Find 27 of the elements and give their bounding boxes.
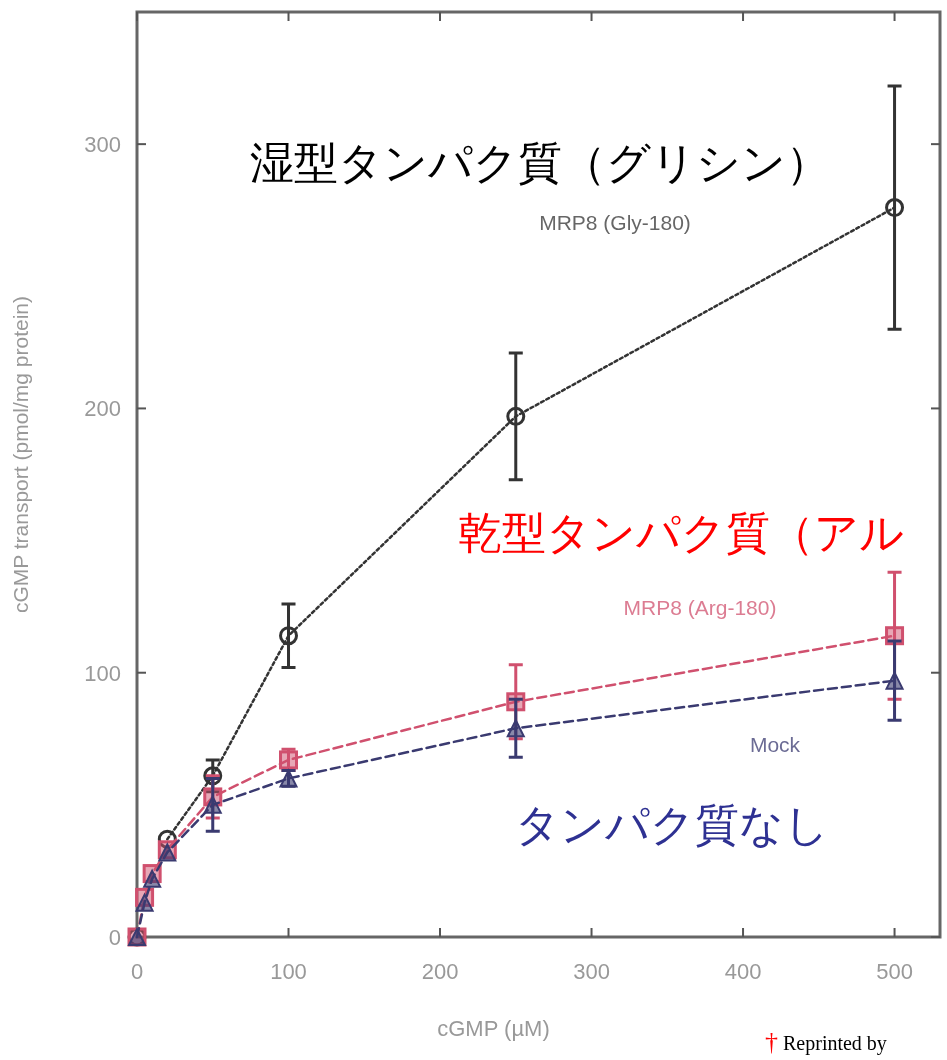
annotation: 湿型タンパク質（グリシン） xyxy=(250,138,830,187)
point xyxy=(279,626,299,646)
point xyxy=(506,406,526,426)
x-tick-label: 100 xyxy=(270,959,307,984)
point xyxy=(143,869,162,888)
point xyxy=(203,795,222,814)
y-tick-label: 300 xyxy=(84,132,121,158)
y-tick-label: 100 xyxy=(84,660,121,686)
y-tick-label: 200 xyxy=(84,396,121,422)
annotation: 乾型タンパク質（アル xyxy=(458,508,904,557)
point xyxy=(885,198,905,218)
x-axis-title: cGMP (µM) xyxy=(437,1016,550,1041)
x-tick-label: 300 xyxy=(573,959,610,984)
text: † Reprinted by xyxy=(765,1027,887,1056)
x-tick-label: 200 xyxy=(421,959,459,984)
text: MRP8 (Gly-180) xyxy=(539,211,691,234)
series-label: Mock xyxy=(749,733,801,756)
x-tick-label: 400 xyxy=(724,959,762,984)
annotation: タンパク質なし xyxy=(515,800,829,849)
point xyxy=(135,893,154,912)
series-label: MRP8 (Arg-180) xyxy=(623,596,777,619)
point xyxy=(506,719,525,738)
x-tick-label: 500 xyxy=(876,959,913,984)
x-tick-label: 0 xyxy=(130,959,144,984)
point xyxy=(885,671,904,690)
y-tick-label: 0 xyxy=(108,925,121,950)
y-axis-title: cGMP transport (pmol/mg protein) xyxy=(9,295,32,614)
